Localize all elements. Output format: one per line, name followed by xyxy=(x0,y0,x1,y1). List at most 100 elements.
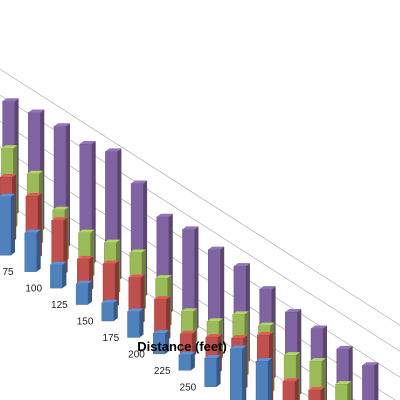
x-tick-label: 100 xyxy=(25,284,42,295)
bar-top xyxy=(232,311,249,315)
bar-side xyxy=(166,296,171,341)
bar-top xyxy=(153,330,170,334)
bar-side xyxy=(320,386,325,400)
x-tick-label: 175 xyxy=(102,333,119,344)
bar xyxy=(335,381,352,400)
bar-top xyxy=(25,193,42,197)
bar-top xyxy=(156,213,173,217)
bar-front xyxy=(308,389,321,400)
bar xyxy=(204,355,221,387)
bar-top xyxy=(230,345,247,349)
bar-top xyxy=(131,180,148,184)
bar-top xyxy=(285,309,302,313)
bar-front xyxy=(204,357,217,387)
bar xyxy=(0,193,15,256)
bar-top xyxy=(128,274,145,278)
bar-top xyxy=(282,378,299,382)
bar-top xyxy=(0,174,17,177)
bar xyxy=(51,217,68,276)
bar-top xyxy=(233,263,250,267)
bar xyxy=(152,330,170,355)
bar xyxy=(182,226,199,331)
bar xyxy=(178,351,195,371)
bar-side xyxy=(268,358,272,400)
bar-side xyxy=(36,229,41,272)
x-tick-label: 275 xyxy=(205,399,222,400)
bar-top xyxy=(28,109,45,113)
bar xyxy=(282,378,299,400)
bar-side xyxy=(62,261,67,289)
bar-side xyxy=(11,193,15,256)
bar-side xyxy=(294,378,299,400)
bar-top xyxy=(180,330,197,334)
bar-top xyxy=(259,286,276,290)
bar xyxy=(50,261,67,289)
bar-front xyxy=(127,311,140,338)
bars xyxy=(0,98,379,400)
bar-front xyxy=(282,381,296,400)
bar-top xyxy=(182,226,199,230)
x-axis-label: Distance (feet) xyxy=(137,339,227,354)
x-tick-labels: 7510012515017520022525027530032535037540… xyxy=(2,267,222,400)
bar-top xyxy=(2,98,19,102)
bar xyxy=(24,229,41,272)
bar-top xyxy=(207,318,223,322)
bar-top xyxy=(154,296,171,300)
bar-top xyxy=(24,229,41,233)
bar-top xyxy=(1,145,18,149)
bar-front xyxy=(24,232,37,272)
bar-side xyxy=(165,330,170,354)
bar-side xyxy=(190,351,195,371)
bar xyxy=(101,299,118,322)
bar xyxy=(308,386,325,400)
bar xyxy=(102,260,119,308)
bar-top xyxy=(178,351,195,355)
x-tick-label: 150 xyxy=(77,317,94,328)
bar-top xyxy=(204,355,221,359)
bar-top xyxy=(256,358,272,362)
bar-top xyxy=(127,308,144,312)
bar-top xyxy=(311,325,327,329)
bar-front xyxy=(335,383,348,400)
bar-top xyxy=(54,123,70,127)
bar-side xyxy=(113,299,118,321)
bar-top xyxy=(0,193,15,197)
bar-top xyxy=(336,345,353,349)
bar xyxy=(127,308,144,338)
bar-top xyxy=(258,322,275,326)
bar-front xyxy=(178,354,192,371)
gridline xyxy=(0,68,400,326)
bar-side xyxy=(115,260,119,308)
bar-front xyxy=(75,283,89,305)
bar-side xyxy=(347,381,352,400)
bar-top xyxy=(51,217,68,221)
bar-side xyxy=(139,308,144,338)
bar-side xyxy=(216,355,221,387)
bar-top xyxy=(27,170,44,174)
bar-top xyxy=(309,358,326,362)
bar xyxy=(362,362,379,400)
bar xyxy=(179,330,197,358)
bar-top xyxy=(76,280,93,284)
bar-top xyxy=(362,362,379,366)
bar-top xyxy=(104,239,121,243)
x-tick-label: 200 xyxy=(128,349,145,360)
bar-side xyxy=(374,362,379,400)
bar-side xyxy=(88,280,93,305)
bar-top xyxy=(257,331,274,335)
bar-top xyxy=(50,261,67,265)
bar-top xyxy=(105,148,122,152)
bar-top xyxy=(208,246,225,250)
bar-front xyxy=(362,365,375,400)
bar-front xyxy=(50,264,63,289)
bar-front xyxy=(101,302,115,322)
bar-top xyxy=(181,308,198,312)
bar-top xyxy=(155,275,172,279)
bar-top xyxy=(77,255,94,259)
bar xyxy=(230,345,247,400)
bar-top xyxy=(129,249,146,253)
bar-side xyxy=(192,330,197,358)
bar-front xyxy=(230,348,243,400)
bar xyxy=(75,280,93,305)
